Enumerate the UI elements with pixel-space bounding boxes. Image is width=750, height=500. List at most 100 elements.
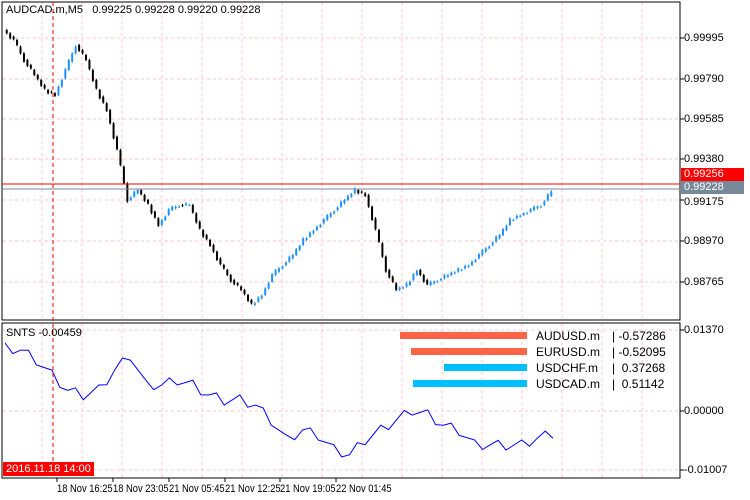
candle-body [460, 269, 463, 271]
candle-body [464, 265, 467, 269]
candle-body [81, 50, 84, 54]
candle-body [157, 218, 160, 226]
candle-body [336, 207, 339, 210]
axis-ticks [56, 37, 684, 482]
candle-body [191, 205, 194, 213]
candle-body [47, 90, 50, 94]
candle-body [433, 281, 436, 284]
candle-body [126, 183, 129, 202]
indicator-title: SNTS -0.00459 [6, 327, 82, 339]
candle-body [546, 194, 549, 201]
time-tick: 22 Nov 01:45 [336, 483, 392, 495]
candle-body [350, 194, 353, 197]
candle-body [543, 201, 546, 205]
candle-body [381, 243, 384, 257]
candle-body [371, 206, 374, 220]
candle-body [477, 254, 480, 259]
legend-bar [411, 348, 527, 355]
candle-body [305, 238, 308, 240]
candle-body [219, 258, 222, 265]
candle-body [33, 70, 36, 75]
candle-body [267, 283, 270, 289]
legend-row-audusd: AUDUSD.m | -0.57286 [390, 328, 680, 344]
candle-body [22, 53, 25, 62]
candle-body [340, 201, 343, 207]
candle-body [240, 286, 243, 290]
candle-body [57, 86, 60, 95]
candle-body [140, 190, 143, 195]
candle-body [98, 90, 101, 99]
candle-body [236, 283, 239, 286]
candle-body [209, 240, 212, 246]
candle-body [505, 225, 508, 230]
candle-body [288, 256, 291, 262]
legend-row-usdcad: USDCAD.m | 0.51142 [390, 376, 680, 392]
candle-body [422, 275, 425, 282]
candle-body [522, 213, 525, 215]
candle-body [164, 216, 167, 220]
candle-body [408, 281, 411, 285]
candle-body [105, 103, 108, 111]
candle-body [264, 288, 267, 295]
candle-body [446, 275, 449, 277]
candle-body [512, 219, 515, 221]
candle-body [167, 209, 170, 215]
candle-body [519, 215, 522, 217]
price-tick: 0.99790 [684, 73, 724, 85]
candle-body [488, 246, 491, 249]
candle-body [429, 281, 432, 285]
candle-body [88, 60, 91, 70]
candle-body [395, 283, 398, 290]
candle-body [436, 281, 439, 283]
legend-value: | 0.37268 [612, 361, 666, 375]
candle-body [19, 46, 22, 54]
candle-body [533, 206, 536, 210]
candle-body [250, 300, 253, 304]
candle-body [136, 190, 139, 194]
candle-body [426, 280, 429, 285]
candle-body [502, 229, 505, 235]
candle-body [129, 197, 132, 200]
candle-body [405, 283, 408, 287]
candle-body [312, 230, 315, 234]
candle-body [471, 261, 474, 265]
candle-body [43, 85, 46, 89]
legend-name: EURUSD.m [536, 345, 601, 359]
candle-body [346, 195, 349, 200]
candle-body [195, 213, 198, 223]
indicator-panel-frame [1, 322, 681, 479]
candle-body [246, 295, 249, 301]
candles [5, 28, 553, 307]
candle-body [226, 270, 229, 275]
candle-body [302, 238, 305, 245]
candle-body [205, 235, 208, 240]
price-tick: 0.99995 [684, 32, 724, 44]
legend-name: AUDUSD.m [536, 329, 601, 343]
candle-body [109, 110, 112, 124]
candle-body [443, 275, 446, 279]
candle-body [60, 79, 63, 87]
candle-body [415, 270, 418, 275]
candle-body [243, 290, 246, 295]
chart-header: AUDCAD.m,M5 0.99225 0.99228 0.99220 0.99… [6, 4, 260, 17]
grid [3, 3, 680, 478]
candle-body [116, 136, 119, 150]
candle-body [319, 224, 322, 227]
candle-body [398, 287, 401, 290]
candle-body [229, 275, 232, 282]
time-tick: 18 Nov 16:25 [57, 483, 113, 495]
candle-body [260, 295, 263, 299]
candle-body [322, 219, 325, 224]
candle-body [112, 123, 115, 139]
legend-name: USDCAD.m [536, 377, 601, 391]
candle-body [364, 193, 367, 196]
snts-line [4, 342, 554, 458]
candle-body [174, 206, 177, 209]
open-value: 0.99225 [92, 4, 132, 16]
candle-body [491, 242, 494, 245]
candle-body [360, 191, 363, 193]
candle-body [291, 255, 294, 259]
candle-body [498, 235, 501, 239]
candle-body [333, 211, 336, 214]
